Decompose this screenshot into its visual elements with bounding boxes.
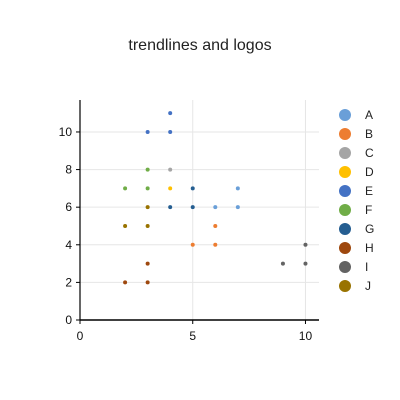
legend-marker-h [339, 242, 351, 254]
data-point-j [123, 223, 128, 228]
data-points [123, 111, 308, 285]
y-tick-label: 8 [65, 163, 72, 177]
data-point-j [145, 205, 150, 210]
axes [79, 100, 319, 321]
legend-marker-b [339, 128, 351, 140]
grid-lines [80, 100, 319, 320]
x-axis-ticks: 0 5 10 [77, 320, 313, 343]
data-point-i [303, 242, 308, 247]
data-point-e [168, 129, 173, 134]
data-point-e [145, 129, 150, 134]
data-point-f [145, 167, 150, 172]
y-tick-label: 6 [65, 200, 72, 214]
legend-marker-i [339, 261, 351, 273]
legend-label-g: G [365, 222, 374, 236]
data-point-j [145, 223, 150, 228]
legend-label-a: A [365, 108, 373, 122]
data-point-i [303, 261, 308, 266]
data-point-g [190, 205, 195, 210]
x-tick-label: 5 [189, 329, 196, 343]
legend-label-h: H [365, 241, 374, 255]
data-point-f [145, 186, 150, 191]
data-point-b [190, 242, 195, 247]
data-point-i [280, 261, 285, 266]
legend-label-b: B [365, 127, 373, 141]
data-point-e [168, 111, 173, 116]
legend-label-f: F [365, 203, 372, 217]
y-tick-label: 10 [59, 125, 73, 139]
data-point-b [213, 223, 218, 228]
legend-marker-c [339, 147, 351, 159]
legend-marker-g [339, 223, 351, 235]
y-tick-label: 4 [65, 238, 72, 252]
data-point-a [235, 186, 240, 191]
legend-marker-d [339, 166, 351, 178]
data-point-g [190, 186, 195, 191]
data-point-d [168, 186, 173, 191]
legend-marker-f [339, 204, 351, 216]
data-point-g [168, 205, 173, 210]
legend-label-c: C [365, 146, 374, 160]
legend-marker-j [339, 280, 351, 292]
data-point-a [213, 205, 218, 210]
chart-title: trendlines and logos [128, 37, 271, 54]
x-tick-label: 0 [77, 329, 84, 343]
y-axis-ticks: 0 2 4 6 8 10 [59, 125, 80, 327]
data-point-h [145, 261, 150, 266]
legend-label-d: D [365, 165, 374, 179]
y-tick-label: 0 [65, 313, 72, 327]
y-tick-label: 2 [65, 275, 72, 289]
legend-label-e: E [365, 184, 373, 198]
legend-label-i: I [365, 260, 368, 274]
data-point-c [168, 167, 173, 172]
data-point-f [123, 186, 128, 191]
legend-label-j: J [365, 279, 371, 293]
legend-marker-e [339, 185, 351, 197]
legend-marker-a [339, 109, 351, 121]
data-point-h [145, 280, 150, 285]
data-point-h [123, 280, 128, 285]
data-point-b [213, 242, 218, 247]
x-tick-label: 10 [299, 329, 313, 343]
data-point-a [235, 205, 240, 210]
